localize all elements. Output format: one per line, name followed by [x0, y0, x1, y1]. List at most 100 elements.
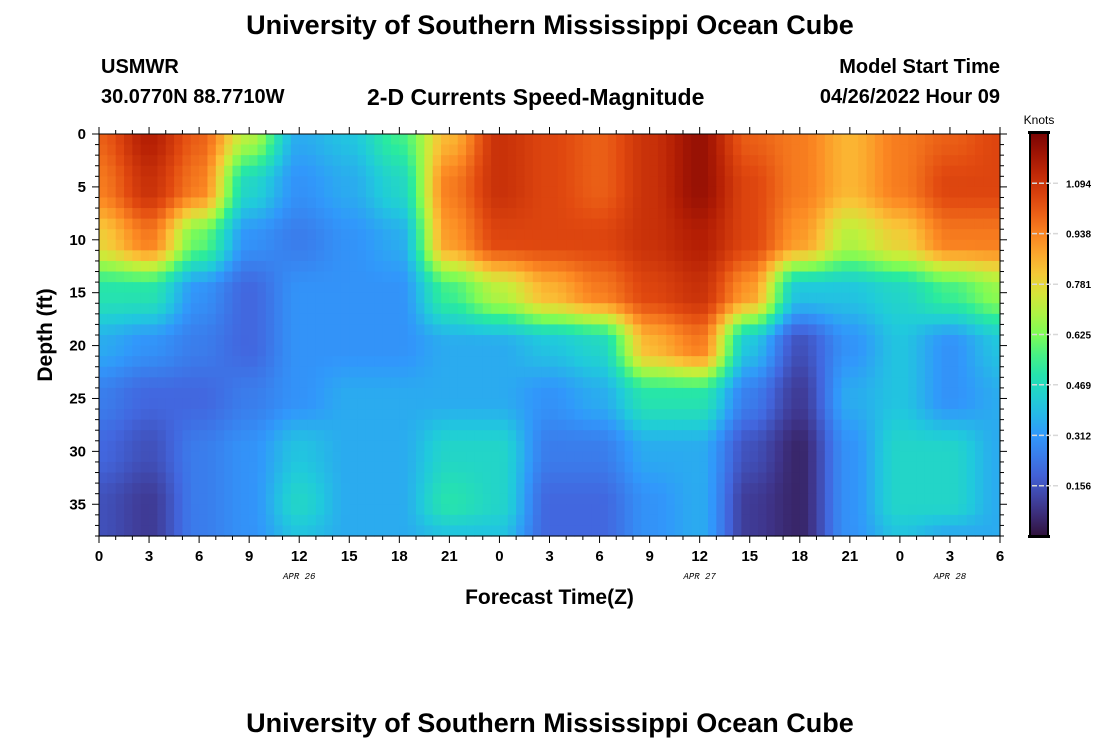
heatmap-cell	[607, 165, 617, 177]
heatmap-cell	[449, 461, 459, 474]
heatmap-cell	[616, 451, 626, 463]
heatmap-cell	[357, 134, 367, 146]
heatmap-cell	[933, 461, 943, 474]
heatmap-cell	[858, 409, 868, 421]
heatmap-cell	[232, 176, 242, 188]
heatmap-cell	[657, 176, 667, 188]
heatmap-cell	[774, 461, 784, 474]
heatmap-cell	[282, 313, 292, 326]
heatmap-cell	[349, 250, 359, 262]
heatmap-cell	[991, 218, 1001, 230]
heatmap-cell	[282, 155, 292, 167]
heatmap-cell	[399, 514, 409, 527]
heatmap-cell	[132, 525, 142, 537]
heatmap-cell	[207, 186, 217, 199]
heatmap-cell	[124, 303, 133, 315]
heatmap-cell	[641, 229, 651, 241]
heatmap-cell	[507, 155, 517, 167]
heatmap-cell	[265, 155, 275, 167]
heatmap-cell	[399, 260, 409, 273]
heatmap-cell	[491, 239, 501, 251]
heatmap-cell	[958, 356, 968, 368]
heatmap-cell	[791, 525, 801, 537]
heatmap-cell	[424, 451, 434, 463]
heatmap-cell	[132, 292, 142, 304]
heatmap-cell	[507, 356, 517, 368]
heatmap-cell	[224, 409, 234, 421]
heatmap-cell	[649, 134, 659, 146]
heatmap-cell	[574, 282, 584, 294]
heatmap-cell	[566, 451, 576, 463]
heatmap-cell	[549, 377, 559, 389]
heatmap-cell	[157, 303, 167, 315]
heatmap-cell	[382, 514, 392, 527]
heatmap-cell	[307, 260, 317, 273]
heatmap-cell	[674, 525, 684, 537]
heatmap-cell	[207, 239, 217, 251]
heatmap-cell	[958, 282, 968, 294]
heatmap-cell	[365, 144, 375, 156]
heatmap-cell	[365, 282, 375, 294]
heatmap-cell	[833, 144, 843, 156]
heatmap-cell	[641, 440, 651, 452]
heatmap-cell	[382, 335, 392, 347]
heatmap-cell	[274, 493, 284, 505]
heatmap-cell	[474, 335, 484, 347]
heatmap-cell	[199, 239, 209, 251]
heatmap-cell	[390, 472, 400, 484]
heatmap-cell	[691, 250, 701, 262]
heatmap-cell	[949, 292, 959, 304]
heatmap-cell	[165, 483, 175, 495]
heatmap-cell	[115, 208, 125, 220]
heatmap-cell	[758, 461, 767, 474]
heatmap-cell	[491, 324, 501, 336]
heatmap-cell	[641, 144, 651, 156]
heatmap-cell	[307, 514, 317, 527]
heatmap-cell	[99, 398, 108, 410]
heatmap-cell	[324, 165, 334, 177]
heatmap-cell	[974, 377, 984, 389]
heatmap-cell	[374, 335, 384, 347]
heatmap-cell	[390, 229, 400, 241]
heatmap-cell	[908, 430, 918, 442]
heatmap-cell	[582, 165, 592, 177]
heatmap-cell	[190, 398, 200, 410]
heatmap-cell	[933, 366, 943, 378]
heatmap-cell	[983, 440, 993, 452]
heatmap-cell	[582, 493, 592, 505]
heatmap-cell	[891, 525, 901, 537]
heatmap-cell	[215, 155, 225, 167]
heatmap-cell	[340, 387, 350, 400]
heatmap-cell	[649, 493, 659, 505]
heatmap-cell	[858, 260, 868, 273]
heatmap-cell	[516, 239, 526, 251]
heatmap-cell	[699, 324, 709, 336]
heatmap-cell	[566, 229, 576, 241]
heatmap-cell	[290, 461, 300, 474]
heatmap-cell	[682, 155, 692, 167]
heatmap-cell	[858, 366, 868, 378]
heatmap-cell	[691, 197, 701, 209]
heatmap-cell	[532, 165, 542, 177]
heatmap-cell	[791, 493, 801, 505]
heatmap-cell	[541, 472, 551, 484]
heatmap-cell	[691, 239, 701, 251]
heatmap-cell	[582, 239, 592, 251]
heatmap-cell	[891, 176, 901, 188]
heatmap-cell	[941, 260, 951, 273]
heatmap-cell	[758, 144, 767, 156]
heatmap-cell	[958, 377, 968, 389]
heatmap-cell	[290, 483, 300, 495]
heatmap-cell	[733, 292, 742, 304]
heatmap-cell	[783, 134, 793, 146]
heatmap-cell	[165, 387, 175, 400]
heatmap-cell	[641, 335, 651, 347]
heatmap-cell	[340, 514, 350, 527]
heatmap-cell	[491, 493, 501, 505]
heatmap-cell	[149, 208, 158, 220]
heatmap-cell	[724, 218, 734, 230]
heatmap-cell	[224, 398, 234, 410]
heatmap-cell	[691, 144, 701, 156]
heatmap-cell	[399, 282, 409, 294]
